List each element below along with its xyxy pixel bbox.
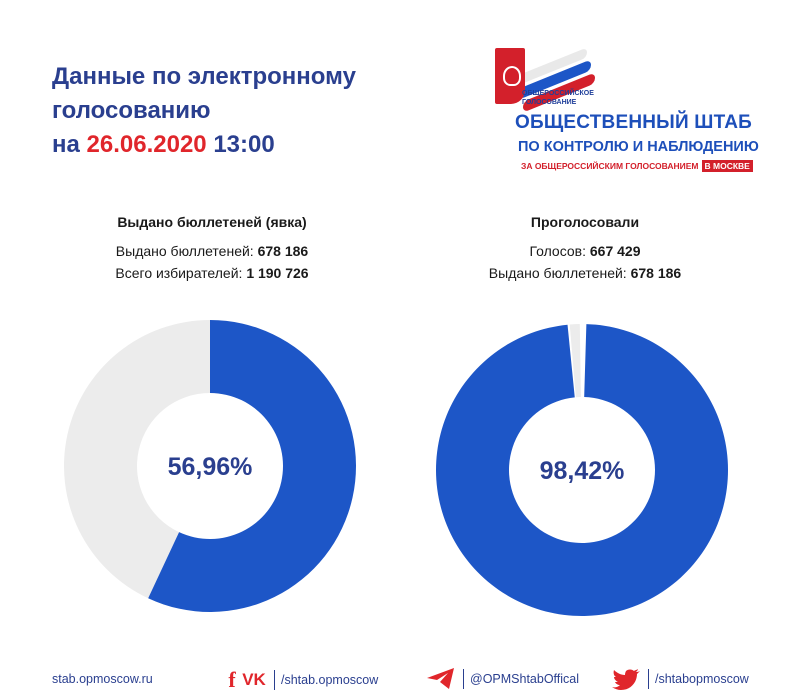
footer: stab.opmoscow.ru f VK /shtab.opmoscow @O… <box>0 660 800 696</box>
logo-small-line-1: ОБЩЕРОССИЙСКОЕ <box>522 90 594 97</box>
telegram-icon <box>427 668 454 689</box>
chart-1-donut: 56,96% <box>64 320 357 612</box>
facebook-icon: f <box>228 667 236 692</box>
page-title: Данные по электронному голосованию на 26… <box>52 60 472 162</box>
chart-2-row-1-label: Голосов: <box>529 243 586 259</box>
chart-2-title: Проголосовали <box>530 214 640 230</box>
logo-line-1: ОБЩЕСТВЕННЫЙ ШТАБ <box>515 112 752 133</box>
twitter-icon <box>612 669 640 690</box>
footer-site-link[interactable]: stab.opmoscow.ru <box>52 672 153 686</box>
chart-1-slice-value <box>148 320 357 612</box>
chart-1-row-1: Выдано бюллетеней: 678 186 <box>62 240 362 262</box>
chart-2-row-1-value: 667 429 <box>589 243 641 259</box>
chart-1-row-1-label: Выдано бюллетеней: <box>115 243 254 259</box>
footer-separator <box>648 669 649 689</box>
chart-2-row-2-label: Выдано бюллетеней: <box>488 265 627 281</box>
chart-1-title: Выдано бюллетеней (явка) <box>117 214 307 230</box>
chart-1-row-2-value: 1 190 726 <box>246 265 309 281</box>
logo-emblem-icon <box>495 48 525 104</box>
footer-separator <box>274 670 275 690</box>
footer-separator <box>463 669 464 689</box>
logo-line-3: ЗА ОБЩЕРОССИЙСКИМ ГОЛОСОВАНИЕМ В МОСКВЕ <box>521 160 753 172</box>
chart-2-slice-rest <box>569 324 581 398</box>
title-date: 26.06.2020 <box>86 131 207 158</box>
logo-small-text: ОБЩЕРОССИЙСКОЕ ГОЛОСОВАНИЕ <box>522 89 594 107</box>
logo-line-2: ПО КОНТРОЛЮ И НАБЛЮДЕНИЮ <box>518 139 759 155</box>
chart-1-slice-rest <box>64 320 211 599</box>
footer-social-3-handle: /shtabopmoscow <box>655 672 749 686</box>
title-line-2: голосованию <box>52 97 211 124</box>
logo-line-3-text: ЗА ОБЩЕРОССИЙСКИМ ГОЛОСОВАНИЕМ <box>521 161 699 171</box>
chart-1-header: Выдано бюллетеней (явка) Выдано бюллетен… <box>62 214 362 284</box>
chart-1-row-2-label: Всего избирателей: <box>115 265 243 281</box>
footer-social-1[interactable]: f VK /shtab.opmoscow <box>224 667 378 693</box>
chart-2-row-1: Голосов: 667 429 <box>430 240 740 262</box>
vk-icon: VK <box>242 670 266 689</box>
chart-1-row-2: Всего избирателей: 1 190 726 <box>62 262 362 284</box>
title-line-3: на 26.06.2020 13:00 <box>52 128 472 162</box>
title-prefix: на <box>52 131 80 158</box>
footer-social-1-handle: /shtab.opmoscow <box>281 673 379 687</box>
chart-1-row-1-value: 678 186 <box>257 243 309 259</box>
chart-1-center-label: 56,96% <box>168 453 253 481</box>
chart-2-donut: 98,42% <box>436 324 728 616</box>
chart-2-slice-value <box>436 324 728 616</box>
footer-social-2-handle: @OPMShtabOffical <box>470 672 580 686</box>
chart-2-header: Проголосовали Голосов: 667 429 Выдано бю… <box>430 214 740 284</box>
chart-2-row-2-value: 678 186 <box>630 265 682 281</box>
chart-2-row-2: Выдано бюллетеней: 678 186 <box>430 262 740 284</box>
chart-2-center-label: 98,42% <box>540 457 625 485</box>
title-time: 13:00 <box>213 131 275 158</box>
footer-social-3[interactable]: /shtabopmoscow <box>612 667 749 691</box>
footer-social-2[interactable]: @OPMShtabOffical <box>425 667 579 691</box>
logo-small-line-2: ГОЛОСОВАНИЕ <box>522 99 577 106</box>
logo: ОБЩЕРОССИЙСКОЕ ГОЛОСОВАНИЕ ОБЩЕСТВЕННЫЙ … <box>485 40 785 180</box>
logo-badge: В МОСКВЕ <box>701 160 753 172</box>
title-line-1: Данные по электронному <box>52 63 356 90</box>
